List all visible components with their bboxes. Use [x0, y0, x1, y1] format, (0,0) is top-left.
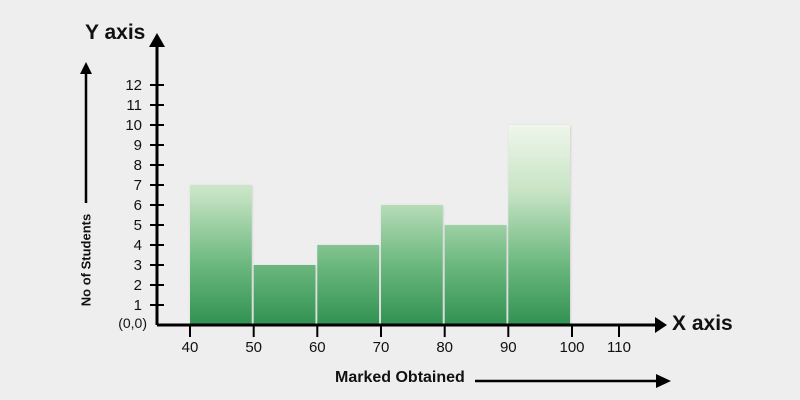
svg-text:70: 70 [373, 339, 390, 356]
svg-text:90: 90 [500, 339, 517, 356]
svg-text:8: 8 [134, 157, 142, 174]
svg-text:2: 2 [134, 277, 142, 294]
svg-text:12: 12 [125, 77, 142, 94]
svg-text:3: 3 [134, 257, 142, 274]
svg-text:60: 60 [309, 339, 326, 356]
svg-text:9: 9 [134, 137, 142, 154]
svg-text:40: 40 [182, 339, 199, 356]
svg-text:4: 4 [134, 237, 142, 254]
svg-text:100: 100 [559, 339, 584, 356]
svg-text:110: 110 [607, 339, 631, 356]
svg-text:10: 10 [125, 117, 142, 134]
svg-text:5: 5 [134, 217, 142, 234]
svg-text:6: 6 [134, 197, 142, 214]
svg-text:11: 11 [126, 97, 142, 114]
svg-text:(0,0): (0,0) [118, 315, 147, 331]
svg-text:80: 80 [436, 339, 453, 356]
svg-text:7: 7 [134, 177, 142, 194]
svg-text:50: 50 [245, 339, 262, 356]
svg-text:1: 1 [134, 297, 142, 314]
